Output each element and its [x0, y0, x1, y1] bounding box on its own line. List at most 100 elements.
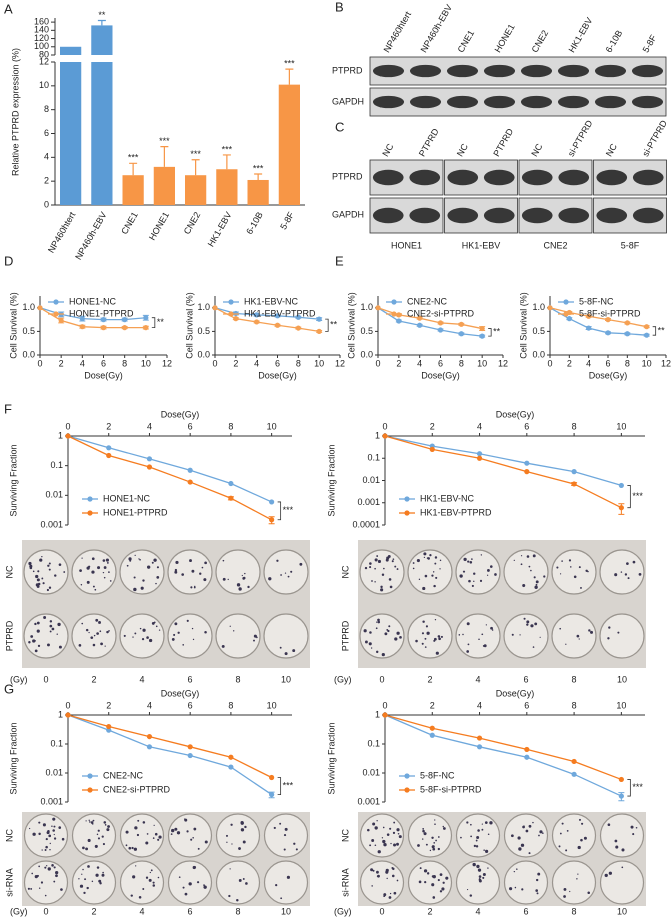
marker: [274, 322, 281, 328]
series-line: [549, 307, 647, 336]
colony: [630, 825, 634, 829]
marker: [146, 464, 153, 470]
colony: [49, 624, 53, 628]
colony: [133, 576, 136, 579]
colony: [374, 581, 376, 583]
colony: [123, 634, 126, 637]
colony: [27, 887, 30, 890]
colony: [526, 623, 529, 626]
lane-label: NP460h-EBV: [419, 3, 454, 54]
colony: [476, 864, 480, 869]
y-tick-label: 0.5: [360, 326, 373, 336]
x-tick-label: 10: [642, 358, 652, 368]
marker: [65, 433, 71, 439]
colony: [532, 821, 534, 824]
colony: [442, 881, 445, 884]
colony: [424, 646, 427, 648]
marker: [624, 331, 630, 337]
colony: [439, 890, 443, 893]
colony: [89, 821, 91, 823]
marker: [106, 452, 112, 459]
colony: [228, 894, 231, 898]
colony: [478, 877, 481, 880]
colony: [86, 580, 90, 584]
colony: [391, 560, 394, 563]
y-tick-label: 1: [58, 430, 63, 440]
x-tick-label: 0: [547, 358, 552, 368]
colony: [273, 826, 276, 830]
lane-label: PTPRD: [417, 126, 441, 158]
colony: [32, 832, 36, 836]
dose-label: 0: [43, 906, 48, 916]
plate: [359, 613, 405, 659]
legend-marker: [404, 496, 410, 502]
colony: [103, 576, 106, 579]
colony: [54, 574, 57, 577]
legend-label: 5-8F-si-PTPRD: [420, 784, 482, 794]
colony: [559, 832, 562, 835]
y-tick-label: 120: [34, 33, 49, 43]
marker: [106, 445, 112, 451]
legend-marker: [228, 311, 234, 317]
blot-band: [631, 64, 664, 78]
error-bar: [160, 146, 169, 167]
blot-band: [446, 64, 479, 78]
colony: [79, 569, 82, 572]
marker: [437, 320, 444, 326]
colony: [158, 835, 162, 839]
colony: [36, 621, 40, 625]
x-tick-label: 4: [586, 358, 591, 368]
colony: [621, 848, 625, 852]
colony: [530, 569, 532, 572]
series-line: [67, 435, 272, 521]
panel-label: D: [4, 253, 13, 268]
x-tick-label: 8: [228, 700, 233, 710]
colony: [369, 631, 372, 634]
colony: [46, 643, 50, 647]
series-line: [67, 714, 272, 779]
x-tick-label: 0: [382, 700, 387, 710]
colony: [38, 887, 41, 889]
marker: [187, 744, 193, 750]
colony: [45, 837, 48, 841]
colony: [132, 875, 136, 879]
dose-label: 6: [187, 674, 192, 684]
colony: [53, 880, 56, 883]
marker: [269, 499, 275, 505]
colony: [156, 566, 159, 569]
y-tick-label: 0: [44, 199, 49, 209]
colony: [48, 834, 52, 838]
colony: [86, 566, 90, 570]
y-tick-label: 0.001: [40, 519, 63, 529]
colony: [104, 824, 107, 826]
significance: **: [330, 320, 338, 330]
colony: [142, 628, 146, 632]
colony: [36, 578, 40, 582]
colony: [142, 579, 145, 582]
x-tick-label: 6: [188, 421, 193, 431]
colony: [559, 627, 562, 630]
colony: [91, 570, 95, 574]
legend-label: HONE1-PTPRD: [103, 507, 168, 517]
colony: [96, 833, 99, 836]
legend-marker: [404, 787, 410, 793]
colony: [244, 572, 246, 575]
dose-label: 8: [571, 906, 576, 916]
colony: [576, 634, 580, 638]
significance: **: [98, 10, 106, 20]
y-tick-label: 2: [44, 176, 49, 186]
series-line: [384, 714, 622, 797]
legend-label: HONE1-PTPRD: [69, 308, 134, 318]
dose-label: 10: [281, 906, 291, 916]
marker: [524, 746, 530, 753]
colony: [60, 888, 63, 891]
legend-label: 5-8F-NC: [420, 770, 455, 780]
colony: [471, 558, 473, 560]
colony: [240, 820, 244, 825]
series-line: [214, 307, 320, 333]
colony: [530, 624, 534, 628]
blot-band: [521, 207, 553, 224]
colony: [392, 867, 395, 871]
colony: [587, 891, 590, 895]
bar: [91, 62, 113, 205]
